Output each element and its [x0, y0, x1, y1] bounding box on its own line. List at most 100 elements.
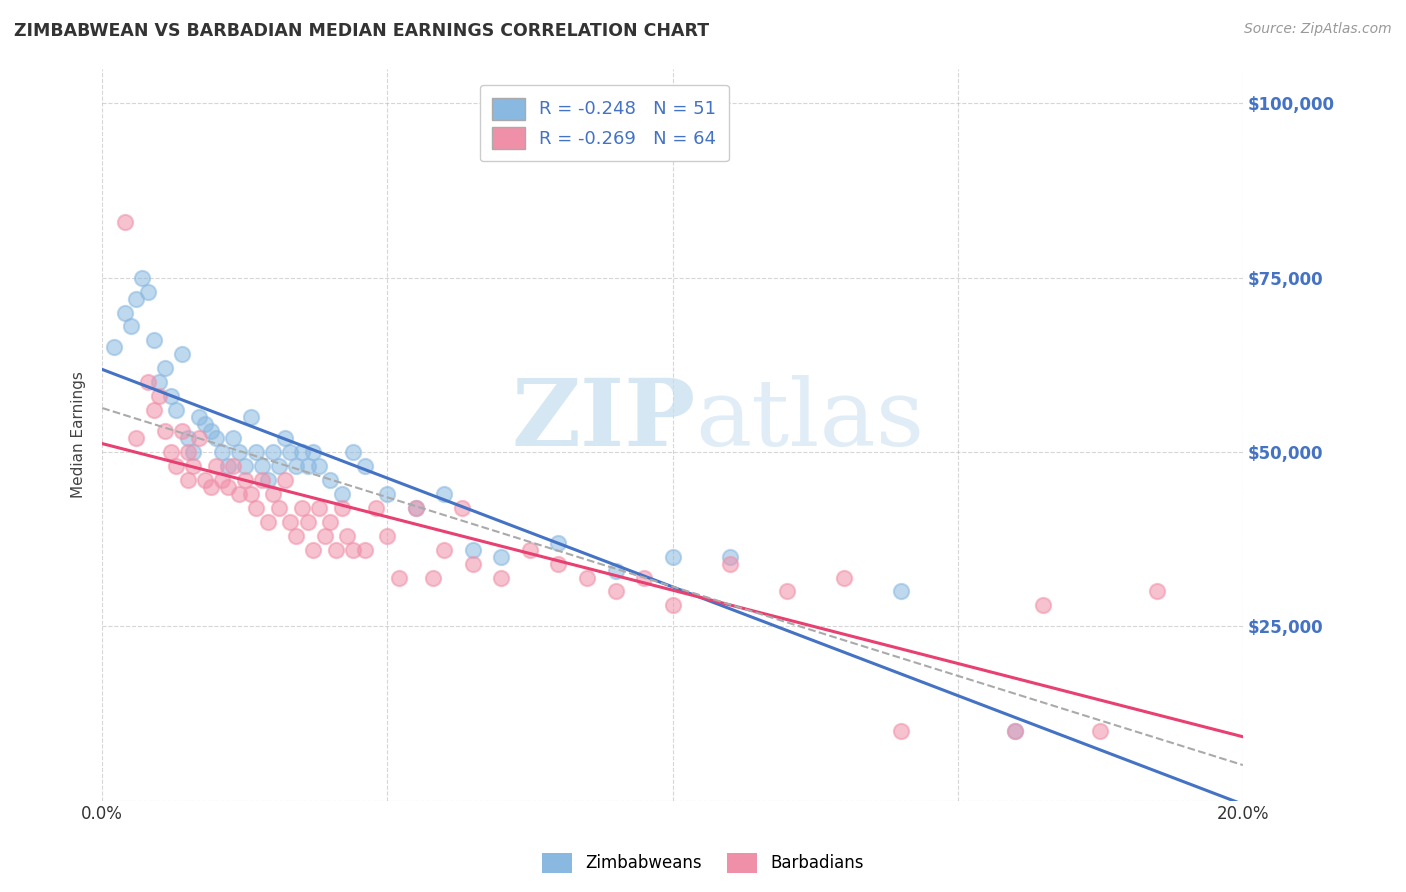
Point: [547, 557, 569, 571]
Point: [165, 403, 187, 417]
Point: [120, 319, 142, 334]
Point: [159, 445, 181, 459]
Point: [205, 431, 228, 445]
Point: [661, 549, 683, 564]
Point: [319, 473, 342, 487]
Point: [114, 215, 136, 229]
Point: [1032, 599, 1054, 613]
Point: [177, 431, 200, 445]
Point: [302, 445, 325, 459]
Point: [194, 473, 217, 487]
Point: [228, 445, 250, 459]
Point: [136, 376, 159, 390]
Point: [211, 445, 233, 459]
Point: [177, 445, 200, 459]
Point: [211, 473, 233, 487]
Point: [330, 500, 353, 515]
Point: [1090, 723, 1112, 738]
Point: [205, 458, 228, 473]
Point: [131, 270, 153, 285]
Point: [1146, 584, 1168, 599]
Point: [200, 424, 222, 438]
Point: [405, 500, 427, 515]
Point: [285, 529, 308, 543]
Legend: R = -0.248   N = 51, R = -0.269   N = 64: R = -0.248 N = 51, R = -0.269 N = 64: [479, 85, 728, 161]
Point: [832, 570, 855, 584]
Y-axis label: Median Earnings: Median Earnings: [72, 371, 86, 498]
Point: [291, 500, 314, 515]
Point: [262, 445, 284, 459]
Point: [233, 458, 256, 473]
Point: [605, 584, 627, 599]
Point: [250, 473, 273, 487]
Point: [1004, 723, 1026, 738]
Point: [377, 487, 399, 501]
Point: [222, 458, 245, 473]
Point: [153, 361, 176, 376]
Point: [775, 584, 797, 599]
Point: [239, 487, 262, 501]
Point: [148, 389, 170, 403]
Text: ZIP: ZIP: [512, 375, 696, 465]
Point: [319, 515, 342, 529]
Point: [142, 334, 165, 348]
Point: [377, 529, 399, 543]
Point: [519, 542, 541, 557]
Point: [267, 500, 290, 515]
Point: [170, 347, 193, 361]
Point: [267, 458, 290, 473]
Point: [718, 549, 741, 564]
Point: [280, 515, 302, 529]
Point: [342, 445, 364, 459]
Point: [405, 500, 427, 515]
Point: [194, 417, 217, 431]
Point: [159, 389, 181, 403]
Point: [461, 557, 484, 571]
Point: [336, 529, 359, 543]
Point: [633, 570, 655, 584]
Text: atlas: atlas: [696, 375, 925, 465]
Point: [388, 570, 411, 584]
Point: [165, 458, 187, 473]
Point: [177, 473, 200, 487]
Point: [114, 305, 136, 319]
Point: [718, 557, 741, 571]
Point: [239, 410, 262, 425]
Point: [314, 529, 336, 543]
Point: [228, 487, 250, 501]
Point: [890, 584, 912, 599]
Point: [433, 542, 456, 557]
Point: [308, 500, 330, 515]
Point: [575, 570, 598, 584]
Point: [491, 570, 513, 584]
Point: [233, 473, 256, 487]
Point: [256, 473, 278, 487]
Point: [245, 445, 267, 459]
Point: [125, 292, 148, 306]
Point: [291, 445, 314, 459]
Point: [364, 500, 387, 515]
Point: [890, 723, 912, 738]
Text: ZIMBABWEAN VS BARBADIAN MEDIAN EARNINGS CORRELATION CHART: ZIMBABWEAN VS BARBADIAN MEDIAN EARNINGS …: [14, 22, 709, 40]
Point: [1004, 723, 1026, 738]
Point: [297, 458, 319, 473]
Point: [274, 473, 297, 487]
Point: [342, 542, 364, 557]
Point: [302, 542, 325, 557]
Point: [330, 487, 353, 501]
Point: [217, 480, 239, 494]
Point: [547, 535, 569, 549]
Point: [222, 431, 245, 445]
Point: [256, 515, 278, 529]
Point: [125, 431, 148, 445]
Point: [605, 564, 627, 578]
Point: [308, 458, 330, 473]
Point: [297, 515, 319, 529]
Point: [188, 431, 211, 445]
Point: [491, 549, 513, 564]
Point: [422, 570, 444, 584]
Point: [353, 542, 375, 557]
Point: [461, 542, 484, 557]
Point: [183, 445, 205, 459]
Point: [262, 487, 284, 501]
